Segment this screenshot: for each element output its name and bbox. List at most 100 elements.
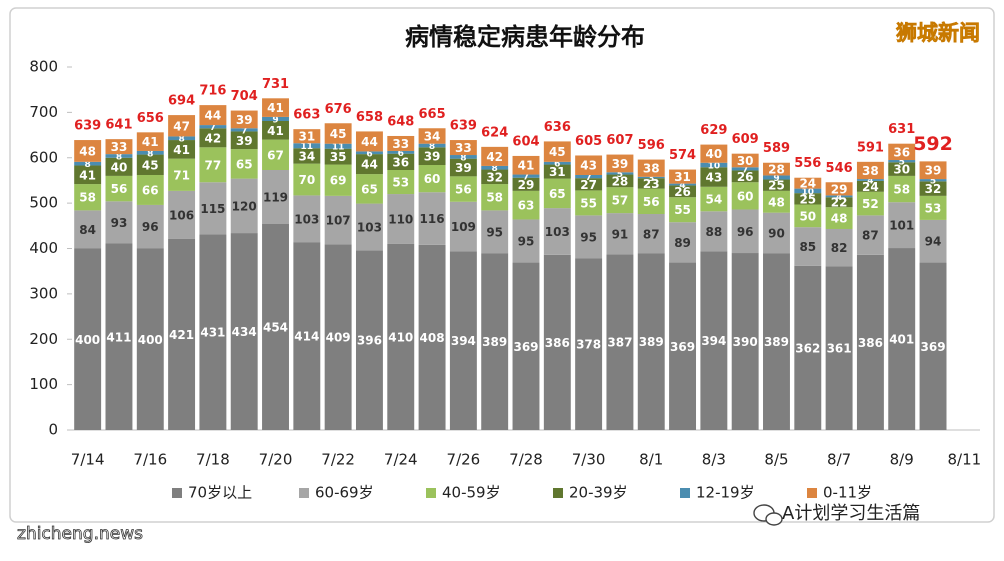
bar-segment: [387, 153, 415, 171]
value-label: 10: [708, 162, 721, 172]
total-label: 676: [325, 102, 352, 117]
value-label: 387: [607, 336, 632, 350]
bar-segment: [199, 182, 227, 235]
bar-segment: [136, 174, 164, 205]
bar-segment: [637, 159, 665, 177]
bar-segment: [449, 251, 477, 430]
value-label: 87: [643, 227, 660, 241]
y-tick-label: 0: [48, 421, 58, 439]
value-label: 32: [925, 182, 942, 196]
value-label: 34: [424, 129, 441, 143]
x-tick-label: 8/9: [890, 451, 914, 469]
bar-segment: [168, 115, 196, 137]
bar-segment: [168, 238, 196, 430]
bar-segment: [105, 201, 133, 244]
bar-segment: [105, 243, 133, 430]
total-label: 636: [544, 120, 571, 135]
value-label: 56: [643, 195, 660, 209]
bar-segment: [387, 170, 415, 195]
value-label: 8: [429, 142, 435, 152]
x-tick-label: 7/26: [447, 451, 481, 469]
value-label: 96: [142, 220, 159, 234]
total-label: 604: [512, 134, 539, 149]
bar-segment: [387, 150, 415, 154]
bar-segment: [105, 139, 133, 155]
bar-segment: [449, 155, 477, 159]
value-label: 50: [799, 209, 816, 223]
value-label: 30: [893, 163, 910, 177]
value-label: 33: [111, 140, 128, 154]
bar-segment: [888, 248, 916, 430]
value-label: 38: [862, 164, 879, 178]
bar-segment: [136, 204, 164, 249]
value-label: 9: [272, 115, 278, 125]
value-label: 454: [263, 320, 288, 334]
value-label: 400: [138, 333, 163, 347]
bar-segment: [606, 174, 634, 188]
value-label: 389: [764, 335, 789, 349]
value-label: 41: [267, 124, 284, 138]
y-tick-label: 400: [29, 239, 58, 257]
value-label: 45: [330, 127, 347, 141]
bar-segment: [794, 193, 822, 205]
total-label: 648: [387, 114, 414, 129]
bar-segment: [856, 180, 884, 192]
x-tick-label: 7/20: [259, 451, 293, 469]
value-label: 434: [232, 325, 257, 339]
total-label: 546: [826, 161, 853, 176]
value-label: 42: [486, 150, 503, 164]
bar-segment: [575, 215, 603, 259]
total-label: 663: [293, 108, 320, 123]
bar-segment: [888, 162, 916, 176]
bar-segment: [794, 188, 822, 194]
bar-segment: [543, 164, 571, 179]
total-label: 609: [732, 132, 759, 147]
bar-segment: [293, 129, 321, 144]
bar-segment: [856, 191, 884, 216]
value-label: 58: [486, 191, 503, 205]
bar-segment: [136, 248, 164, 430]
total-label: 656: [137, 111, 164, 126]
bar-segment: [731, 170, 759, 183]
value-label: 110: [388, 213, 413, 227]
bar-segment: [418, 147, 446, 166]
total-label: 591: [857, 140, 884, 155]
bar-segment: [731, 182, 759, 210]
legend-label: 40-59岁: [442, 484, 501, 502]
bar-segment: [700, 167, 728, 187]
value-label: 33: [455, 141, 472, 155]
bar-segment: [700, 186, 728, 212]
bar-segment: [355, 250, 383, 430]
bar-segment: [136, 132, 164, 151]
total-label: 639: [74, 119, 101, 134]
x-tick-label: 7/22: [321, 451, 355, 469]
value-label: 56: [455, 183, 472, 197]
value-label: 8: [85, 160, 91, 170]
bar-segment: [763, 212, 790, 254]
bar-segment: [74, 140, 102, 162]
x-tick-label: 8/11: [948, 451, 982, 469]
value-label: 115: [200, 202, 225, 216]
value-label: 378: [576, 338, 601, 352]
value-label: 361: [827, 342, 852, 356]
y-tick-label: 800: [29, 58, 58, 76]
y-tick-label: 700: [29, 103, 58, 121]
x-tick-label: 7/30: [572, 451, 606, 469]
bar-segment: [449, 140, 477, 156]
value-label: 4: [836, 193, 842, 203]
value-label: 6: [554, 160, 560, 170]
value-label: 95: [486, 225, 503, 239]
bar-segment: [700, 251, 728, 430]
value-label: 26: [737, 170, 754, 184]
value-label: 390: [733, 335, 758, 349]
value-label: 94: [925, 235, 942, 249]
bar-segment: [512, 219, 540, 263]
bar-segment: [262, 223, 289, 430]
value-label: 58: [893, 183, 910, 197]
value-label: 8: [492, 164, 498, 174]
bar-segment: [168, 158, 196, 191]
bar-segment: [324, 123, 352, 144]
value-label: 30: [737, 154, 754, 168]
value-label: 394: [701, 334, 726, 348]
value-label: 8: [460, 153, 466, 163]
